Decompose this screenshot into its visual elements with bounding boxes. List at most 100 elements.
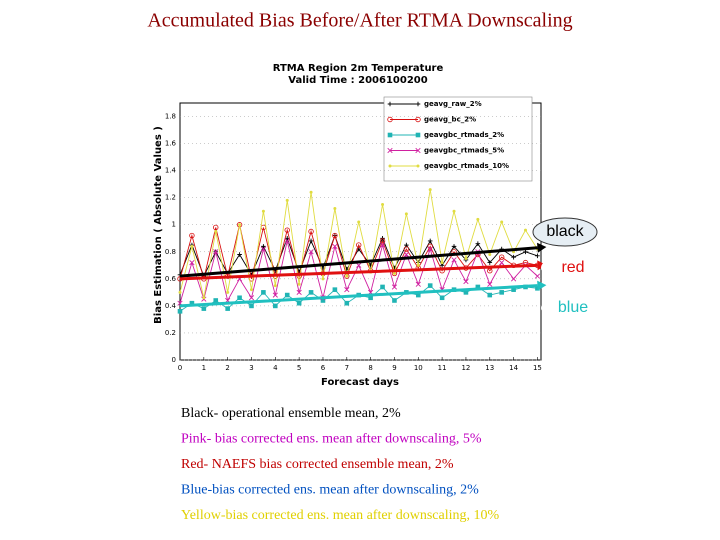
trend-line (179, 246, 538, 278)
point (248, 295, 255, 301)
point (381, 202, 385, 206)
point (440, 261, 444, 265)
y-axis-label: Bias Estimation ( Absolute Values ) (153, 126, 164, 324)
point (344, 287, 350, 293)
arrow-head (537, 242, 547, 253)
point (213, 298, 219, 303)
point (260, 246, 267, 252)
x-tick-label: 9 (392, 364, 396, 372)
point (213, 224, 219, 231)
caption: Black- operational ensemble mean, 2% (181, 406, 401, 421)
y-tick-label: 0.4 (165, 302, 177, 310)
y-tick-label: 1.4 (165, 167, 177, 175)
point (261, 244, 266, 249)
point (308, 238, 314, 244)
point (498, 254, 505, 260)
point (189, 300, 195, 306)
x-tick-label: 8 (368, 364, 372, 372)
point (510, 276, 517, 282)
x-tick-label: 13 (485, 364, 494, 372)
y-tick-label: 0.6 (165, 275, 177, 283)
point (476, 217, 480, 221)
x-tick-label: 2 (225, 364, 229, 372)
y-tick-label: 1.6 (165, 140, 177, 148)
point (403, 246, 410, 252)
point (357, 220, 361, 224)
x-tick-label: 3 (249, 364, 253, 372)
legend-label: geavg_raw_2% (424, 100, 482, 108)
y-tick-label: 0.2 (165, 329, 176, 337)
legend-marker (416, 164, 420, 168)
caption: Yellow-bias corrected ens. mean after do… (181, 508, 499, 523)
point (534, 273, 541, 279)
chart-subtitle: Valid Time : 2006100200 (288, 75, 427, 86)
point (403, 251, 409, 258)
point (451, 244, 457, 249)
chart-title: RTMA Region 2m Temperature (273, 63, 444, 74)
point (487, 281, 493, 287)
point (272, 292, 278, 298)
point (249, 288, 253, 292)
point (379, 238, 386, 244)
label-bubble (532, 217, 598, 247)
point (249, 303, 254, 309)
point (284, 235, 290, 241)
point (177, 309, 183, 314)
legend-box (383, 96, 533, 182)
point (463, 278, 469, 285)
point (333, 207, 337, 211)
point (523, 249, 528, 255)
y-tick-label: 1 (172, 221, 176, 229)
x-tick-label: 0 (178, 364, 182, 372)
point (237, 252, 242, 257)
point (344, 300, 350, 306)
point (427, 283, 433, 288)
point (273, 303, 278, 309)
x-tick-label: 4 (273, 364, 278, 372)
point (415, 281, 421, 287)
point (285, 198, 289, 202)
legend-marker (387, 132, 393, 138)
point (284, 227, 290, 233)
point (309, 190, 313, 194)
point (427, 238, 433, 244)
x-axis-label: Forecast days (321, 377, 399, 388)
point (226, 290, 230, 294)
series-line (179, 189, 538, 298)
point (416, 263, 420, 267)
point (499, 290, 504, 295)
point (439, 295, 445, 301)
point (320, 298, 326, 303)
point (332, 287, 338, 292)
trend-label: black (546, 223, 584, 240)
point (178, 290, 182, 294)
point (511, 287, 516, 292)
point (427, 246, 433, 252)
y-tick-label: 0 (172, 356, 176, 364)
legend-marker (388, 164, 392, 168)
trend-label: red (561, 259, 584, 276)
slide-title: Accumulated Bias Before/After RTMA Downs… (147, 10, 572, 32)
legend-label: geavgbc_rtmads_10% (424, 162, 509, 170)
point (511, 254, 516, 260)
point (284, 238, 290, 244)
legend-label: geavgbc_rtmads_2% (424, 131, 504, 139)
point (261, 290, 266, 295)
point (297, 282, 301, 286)
point (321, 277, 325, 281)
point (273, 284, 277, 288)
point (214, 230, 218, 233)
trend-label: blue (558, 299, 588, 316)
point (535, 253, 540, 259)
point (296, 289, 302, 295)
legend-marker (387, 116, 393, 123)
x-tick-label: 11 (438, 364, 447, 372)
point (308, 249, 314, 255)
point (428, 188, 432, 192)
point (404, 212, 408, 216)
point (332, 243, 338, 249)
point (499, 259, 505, 266)
caption: Pink- bias corrected ens. mean after dow… (181, 432, 482, 447)
point (201, 306, 207, 311)
